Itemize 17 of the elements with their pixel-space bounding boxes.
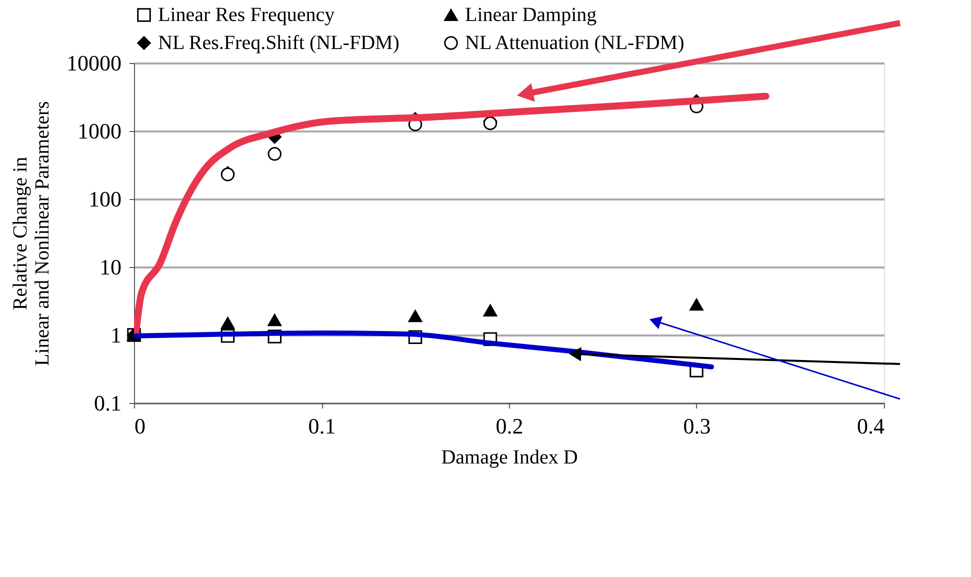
x-tick-label: 0.4	[857, 414, 884, 438]
y-tick-label: 1000	[78, 118, 122, 144]
x-tick-label: 0.3	[683, 414, 711, 438]
x-tick-label: 0	[134, 414, 146, 438]
x-tick-label: 0.2	[496, 414, 524, 438]
y-tick-label: 10	[100, 254, 122, 280]
legend-label: Linear Damping	[465, 4, 597, 26]
y-axis-title: Relative Change in Linear and Nonlinear Parameters	[10, 100, 54, 366]
y-tick-label: 1	[110, 322, 122, 348]
y-tick-label: 100	[88, 186, 122, 212]
legend-label: NL Res.Freq.Shift (NL-FDM)	[158, 32, 400, 54]
legend-label: Linear Res Frequency	[158, 4, 335, 26]
x-axis-title: Damage Index D	[441, 446, 578, 468]
x-tick-label: 0.1	[308, 414, 336, 438]
legend-label: NL Attenuation (NL-FDM)	[465, 32, 684, 54]
y-tick-label: 10000	[66, 50, 122, 76]
y-tick-label: 0.1	[94, 390, 122, 416]
